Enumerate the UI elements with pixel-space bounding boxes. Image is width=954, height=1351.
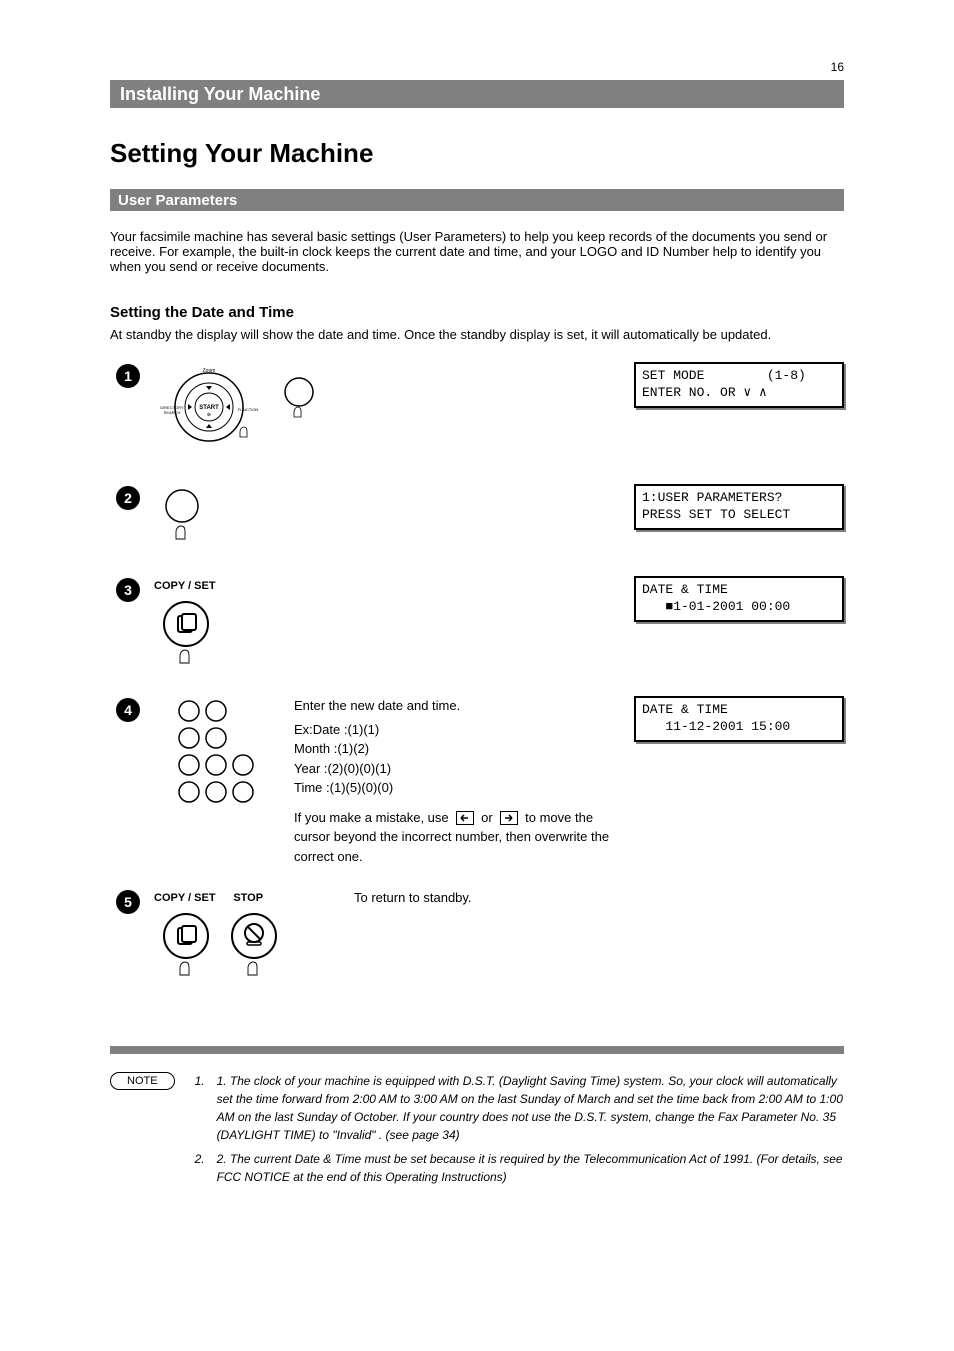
lcd-2: 1:USER PARAMETERS? PRESS SET TO SELECT <box>634 484 844 530</box>
lcd-3: DATE & TIME ■1-01-2001 00:00 <box>634 576 844 622</box>
subsection-heading: Setting the Date and Time <box>110 304 844 321</box>
lcd-1: SET MODE (1-8) ENTER NO. OR ∨ ∧ <box>634 362 844 408</box>
footer-rule <box>110 1046 844 1054</box>
svg-text:SEARCH: SEARCH <box>164 410 181 415</box>
svg-text:START: START <box>199 405 219 411</box>
step-5-illus: COPY / SET STOP <box>154 888 354 986</box>
step-4-text: Enter the new date and time. Ex:Date :(1… <box>294 696 634 866</box>
step-number: 2 <box>116 486 140 510</box>
step-number: 1 <box>116 364 140 388</box>
step-1: 1 START ⊕ DIRECTORY SEARCH FUNCTION <box>116 362 844 462</box>
step-5-text: To return to standby. <box>354 888 634 908</box>
copy-label-2: COPY / SET <box>154 892 216 904</box>
section-heading-text: User Parameters <box>118 192 237 209</box>
copy-label: COPY / SET <box>154 580 216 592</box>
copy-set-stop-buttons-icon <box>154 906 314 986</box>
step-5: 5 COPY / SET STOP <box>116 888 844 986</box>
single-button-icon <box>154 484 234 554</box>
keypad-icon <box>154 696 274 816</box>
step-3: 3 COPY / SET DATE & TIME ■1-01-2001 00:0… <box>116 576 844 674</box>
function-dial-icon: START ⊕ DIRECTORY SEARCH FUNCTION Zoom <box>154 362 334 462</box>
step-2: 2 1:USER PARAMETERS? PRESS SET TO SELECT <box>116 484 844 554</box>
section-title: Setting Your Machine <box>110 138 844 169</box>
note-pill: NOTE <box>110 1072 175 1090</box>
right-arrow-icon <box>500 811 518 825</box>
steps-container: 1 START ⊕ DIRECTORY SEARCH FUNCTION <box>110 362 844 986</box>
step-number: 3 <box>116 578 140 602</box>
note-row: NOTE 1. 1. The clock of your machine is … <box>110 1072 844 1186</box>
section-heading: User Parameters <box>110 189 844 211</box>
intro-text: Your facsimile machine has several basic… <box>110 229 844 274</box>
step-4: 4 <box>116 696 844 866</box>
stop-label: STOP <box>233 892 263 904</box>
step-1-illus: START ⊕ DIRECTORY SEARCH FUNCTION Zoom <box>154 362 354 462</box>
page: 16 Installing Your Machine Setting Your … <box>0 0 954 1276</box>
step-4-instruction: Enter the new date and time. <box>294 696 618 716</box>
svg-text:FUNCTION: FUNCTION <box>238 407 259 412</box>
svg-text:⊕: ⊕ <box>207 412 211 418</box>
step-number: 5 <box>116 890 140 914</box>
banner-title: Installing Your Machine <box>120 84 320 105</box>
subsection-intro: At standby the display will show the dat… <box>110 327 844 342</box>
step-4-illus <box>154 696 294 816</box>
step-3-illus: COPY / SET <box>154 576 354 674</box>
lcd-4: DATE & TIME 11-12-2001 15:00 <box>634 696 844 742</box>
step-2-illus <box>154 484 354 554</box>
banner: Installing Your Machine <box>110 80 844 108</box>
step-number: 4 <box>116 698 140 722</box>
page-number-top: 16 <box>110 60 844 74</box>
note-body: 1. 1. The clock of your machine is equip… <box>195 1072 844 1186</box>
left-arrow-icon <box>456 811 474 825</box>
step-4-note: If you make a mistake, use or to move th… <box>294 808 618 867</box>
copy-set-button-icon <box>154 594 234 674</box>
svg-text:Zoom: Zoom <box>203 368 216 374</box>
